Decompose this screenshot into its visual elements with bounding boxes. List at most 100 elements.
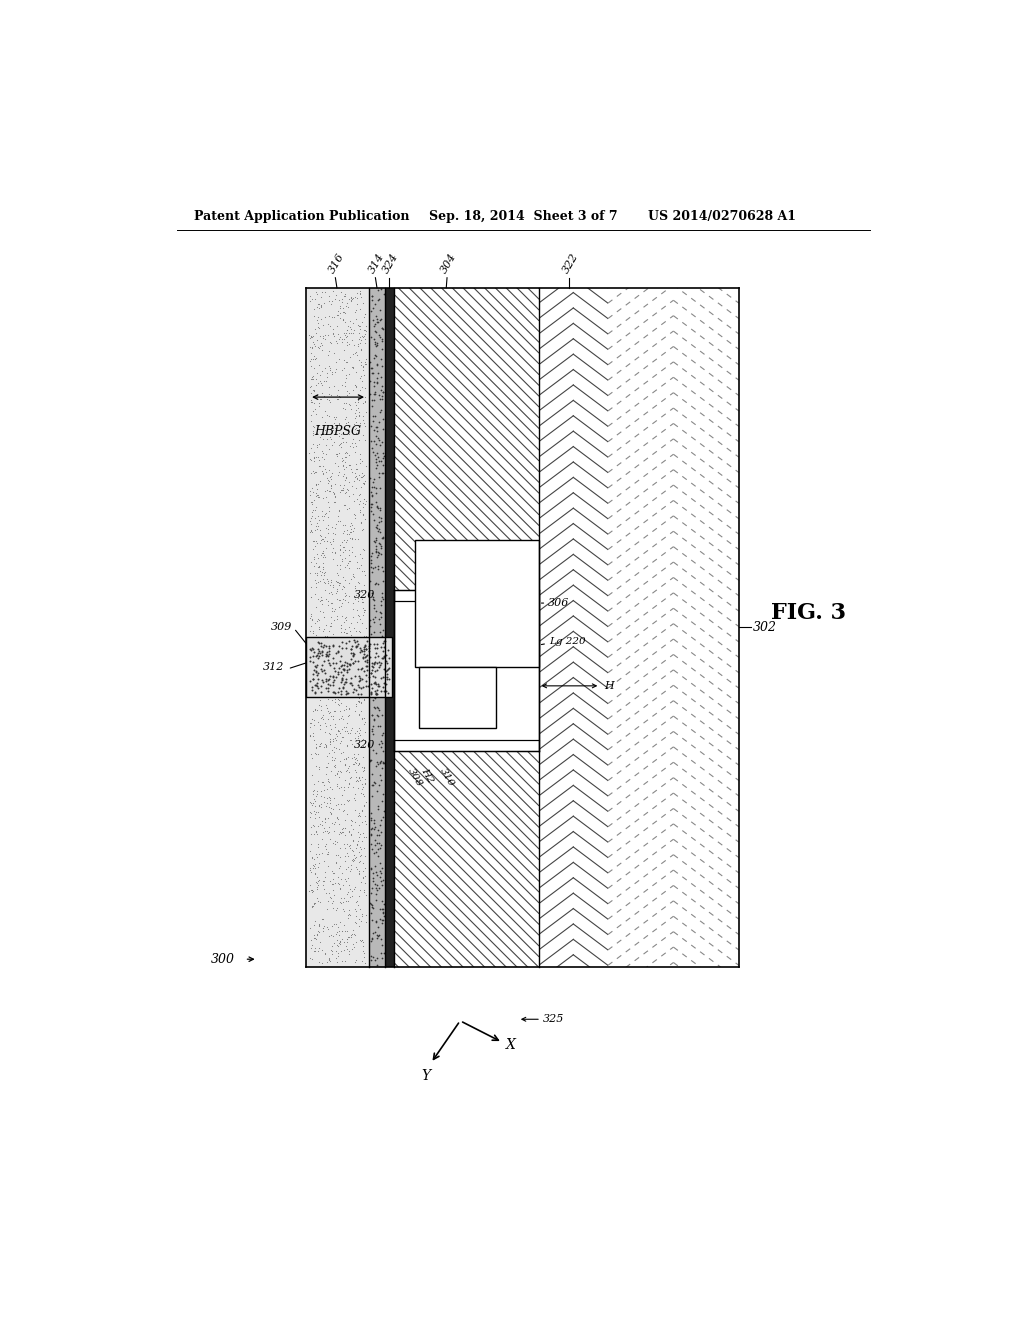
Point <box>304 792 321 813</box>
Point <box>319 697 336 718</box>
Point <box>313 642 330 663</box>
Point <box>308 496 325 517</box>
Point <box>339 655 355 676</box>
Point <box>362 430 379 451</box>
Point <box>336 833 352 854</box>
Point <box>345 429 361 450</box>
Point <box>328 738 344 759</box>
Point <box>353 351 370 372</box>
Point <box>333 793 349 814</box>
Point <box>317 614 334 635</box>
Point <box>357 826 374 847</box>
Point <box>331 689 347 710</box>
Point <box>365 928 381 949</box>
Point <box>347 375 364 396</box>
Point <box>331 462 347 483</box>
Point <box>342 814 358 836</box>
Point <box>344 289 360 310</box>
Point <box>309 682 326 704</box>
Point <box>311 870 328 891</box>
Point <box>381 657 397 678</box>
Point <box>309 743 326 764</box>
Point <box>308 785 325 807</box>
Point <box>346 651 362 672</box>
Point <box>375 676 391 697</box>
Point <box>324 803 340 824</box>
Point <box>336 655 352 676</box>
Point <box>305 631 322 652</box>
Point <box>362 615 379 636</box>
Point <box>322 391 338 412</box>
Point <box>373 544 389 565</box>
Point <box>354 767 371 788</box>
Point <box>369 495 385 516</box>
Point <box>328 795 344 816</box>
Point <box>316 325 333 346</box>
Bar <box>539 288 739 966</box>
Point <box>341 879 357 900</box>
Point <box>336 520 352 541</box>
Point <box>349 805 366 826</box>
Point <box>350 590 367 611</box>
Point <box>337 755 353 776</box>
Point <box>338 482 354 503</box>
Point <box>327 486 343 507</box>
Point <box>306 862 323 883</box>
Point <box>302 286 318 308</box>
Point <box>365 705 381 726</box>
Point <box>303 507 319 528</box>
Point <box>303 929 319 950</box>
Point <box>337 515 353 536</box>
Point <box>306 446 323 467</box>
Point <box>319 890 336 911</box>
Point <box>315 528 332 549</box>
Point <box>345 643 361 664</box>
Point <box>311 470 328 491</box>
Point <box>346 319 362 341</box>
Point <box>345 933 361 954</box>
Point <box>373 681 389 702</box>
Point <box>322 801 338 822</box>
Point <box>318 479 335 500</box>
Point <box>330 661 346 682</box>
Point <box>347 693 364 714</box>
Point <box>370 355 386 376</box>
Point <box>334 668 350 689</box>
Point <box>350 651 367 672</box>
Point <box>349 469 366 490</box>
Point <box>334 818 350 840</box>
Point <box>302 807 318 828</box>
Point <box>348 950 365 972</box>
Point <box>365 775 381 796</box>
Bar <box>394 590 539 751</box>
Point <box>304 392 321 413</box>
Point <box>364 652 380 673</box>
Point <box>336 622 352 643</box>
Point <box>342 904 358 925</box>
Text: 322: 322 <box>561 252 581 276</box>
Point <box>312 286 329 308</box>
Point <box>372 861 388 882</box>
Point <box>317 821 334 842</box>
Point <box>306 788 323 809</box>
Point <box>304 502 321 523</box>
Point <box>331 636 347 657</box>
Point <box>315 606 332 627</box>
Point <box>350 660 367 681</box>
Point <box>357 491 374 512</box>
Point <box>343 809 359 830</box>
Point <box>313 793 330 814</box>
Point <box>362 663 379 684</box>
Point <box>345 598 361 619</box>
Point <box>337 302 353 323</box>
Point <box>375 647 391 668</box>
Point <box>327 682 343 704</box>
Point <box>326 492 342 513</box>
Point <box>340 616 356 638</box>
Point <box>325 531 341 552</box>
Point <box>339 442 355 463</box>
Point <box>373 668 389 689</box>
Point <box>308 867 325 888</box>
Point <box>322 777 338 799</box>
Point <box>337 446 353 467</box>
